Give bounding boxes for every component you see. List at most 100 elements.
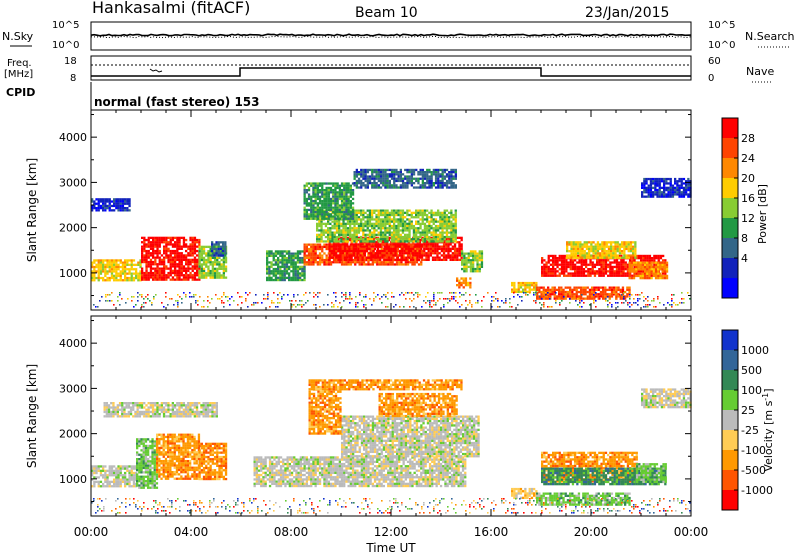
time-axis-title: Time UT <box>365 541 416 554</box>
power-colorbar: 28 24 20 16 12 8 4 <box>721 117 755 299</box>
colorbar-swatch <box>722 330 738 351</box>
velocity-axes: 1000 2000 3000 4000 <box>59 316 692 516</box>
colorbar-tick-label: 25 <box>741 404 755 417</box>
data-region-1-2 <box>156 433 201 480</box>
velocity-colorbar: 1000 500 100 25 -25 -100 -500 -1000 <box>721 329 773 511</box>
colorbar-tick-label: 24 <box>741 152 755 165</box>
freq-label-1: Freq. <box>7 58 32 69</box>
colorbar-swatch <box>722 178 738 199</box>
colorbar-swatch <box>722 410 738 431</box>
colorbar-swatch <box>722 198 738 219</box>
freq-trace <box>91 67 691 77</box>
data-region-0-8 <box>461 250 484 273</box>
data-region-1-15 <box>636 463 667 483</box>
y-tick-label: 1000 <box>59 267 87 280</box>
colorbar-swatch <box>722 450 738 471</box>
data-region-1-0 <box>91 465 138 488</box>
colorbar-tick-label: 4 <box>741 252 748 265</box>
colorbar-tick-label: 28 <box>741 132 755 145</box>
velocity-colorbar-label: Velocity [m s-1] <box>761 388 775 471</box>
data-region-0-18 <box>641 177 692 198</box>
nsky-right-tick-low: 10^0 <box>708 40 735 51</box>
freq-tick-high: 18 <box>64 56 77 67</box>
data-region-1-7 <box>341 415 480 458</box>
data-region-1-1 <box>136 438 159 489</box>
colorbar-tick-label: 500 <box>741 364 762 377</box>
data-region-1-8 <box>308 388 342 435</box>
nsky-tick-high: 10^5 <box>52 20 79 31</box>
colorbar-swatch <box>722 258 738 279</box>
colorbar-swatch <box>722 138 738 159</box>
nave-tick-low: 0 <box>708 73 714 84</box>
beam-title: Beam 10 <box>355 5 418 21</box>
data-region-1-10 <box>308 379 463 391</box>
data-region-0-14 <box>536 286 631 300</box>
colorbar-swatch <box>722 350 738 371</box>
data-region-1-4 <box>103 402 218 418</box>
colorbar-swatch <box>722 390 738 411</box>
y-tick-label: 3000 <box>59 176 87 189</box>
colorbar-swatch <box>722 470 738 491</box>
colorbar-tick-label: 16 <box>741 192 755 205</box>
time-tick-label: 16:00 <box>474 525 509 539</box>
time-tick-label: 00:00 <box>74 525 109 539</box>
data-region-0-12 <box>353 168 457 189</box>
y-tick-label: 1000 <box>59 473 87 486</box>
colorbar-swatch <box>722 490 738 511</box>
colorbar-tick-label: 1000 <box>741 344 769 357</box>
nave-tick-high: 60 <box>708 56 721 67</box>
data-region-0-3 <box>211 241 227 257</box>
velocity-data-layer <box>91 379 692 514</box>
nsky-tick-low: 10^0 <box>52 40 79 51</box>
power-ylabel: Slant Range [km] <box>25 158 39 262</box>
nsky-trace <box>90 33 692 37</box>
data-region-0-0 <box>91 259 142 282</box>
cpid-label: CPID <box>6 86 35 99</box>
data-region-1-12 <box>536 492 631 506</box>
freq-label-2: [MHz] <box>4 69 33 80</box>
power-panel: 1000 2000 3000 4000 Slant Range [km] <box>25 109 692 311</box>
data-region-0-9 <box>456 277 472 289</box>
cpid-text: normal (fast stereo) 153 <box>94 95 260 109</box>
near-range-speckle-1 <box>91 498 691 514</box>
colorbar-tick-label: -25 <box>741 424 759 437</box>
colorbar-swatch <box>722 118 738 139</box>
colorbar-swatch <box>722 370 738 391</box>
nave-label: Nave <box>746 65 774 78</box>
power-axes: 1000 2000 3000 4000 <box>59 110 692 310</box>
colorbar-tick-label: 12 <box>741 212 755 225</box>
nsky-label: N.Sky <box>2 30 34 43</box>
cpid-row: CPID normal (fast stereo) 153 <box>6 82 260 110</box>
colorbar-swatch <box>722 430 738 451</box>
time-tick-label: 04:00 <box>174 525 209 539</box>
colorbar-tick-label: -100 <box>741 444 766 457</box>
freq-panel: Freq. [MHz] 18 8 60 0 Nave <box>4 55 774 84</box>
data-region-0-13 <box>511 281 538 293</box>
station-title: Hankasalmi (fitACF) <box>92 0 250 17</box>
data-region-0-11 <box>303 182 355 220</box>
y-tick-label: 4000 <box>59 337 87 350</box>
colorbar-swatch <box>722 238 738 259</box>
data-region-1-16 <box>641 388 692 409</box>
freq-tick-low: 8 <box>70 73 76 84</box>
time-tick-label: 00:00 <box>674 525 709 539</box>
data-region-1-5 <box>253 456 305 488</box>
colorbar-tick-label: -1000 <box>741 484 773 497</box>
nsearch-label: N.Search <box>745 30 795 43</box>
data-region-1-3 <box>198 442 228 481</box>
colorbar-swatch <box>722 278 738 299</box>
data-region-0-4 <box>91 198 131 212</box>
colorbar-tick-label: 100 <box>741 384 762 397</box>
velocity-panel: 1000 2000 3000 4000 Slant Range [km] <box>25 315 692 517</box>
time-tick-label: 08:00 <box>274 525 309 539</box>
y-tick-label: 2000 <box>59 222 87 235</box>
time-axis-labels: 00:00 04:00 08:00 12:00 16:00 20:00 00:00 <box>74 525 709 539</box>
data-region-0-1 <box>141 236 201 281</box>
time-tick-label: 12:00 <box>374 525 409 539</box>
nsky-panel: N.Sky 10^5 10^0 10^5 10^0 N.Search <box>2 20 795 51</box>
data-region-0-17 <box>628 261 669 280</box>
y-tick-label: 3000 <box>59 382 87 395</box>
nsky-right-tick-high: 10^5 <box>708 20 735 31</box>
velocity-ylabel: Slant Range [km] <box>25 364 39 468</box>
